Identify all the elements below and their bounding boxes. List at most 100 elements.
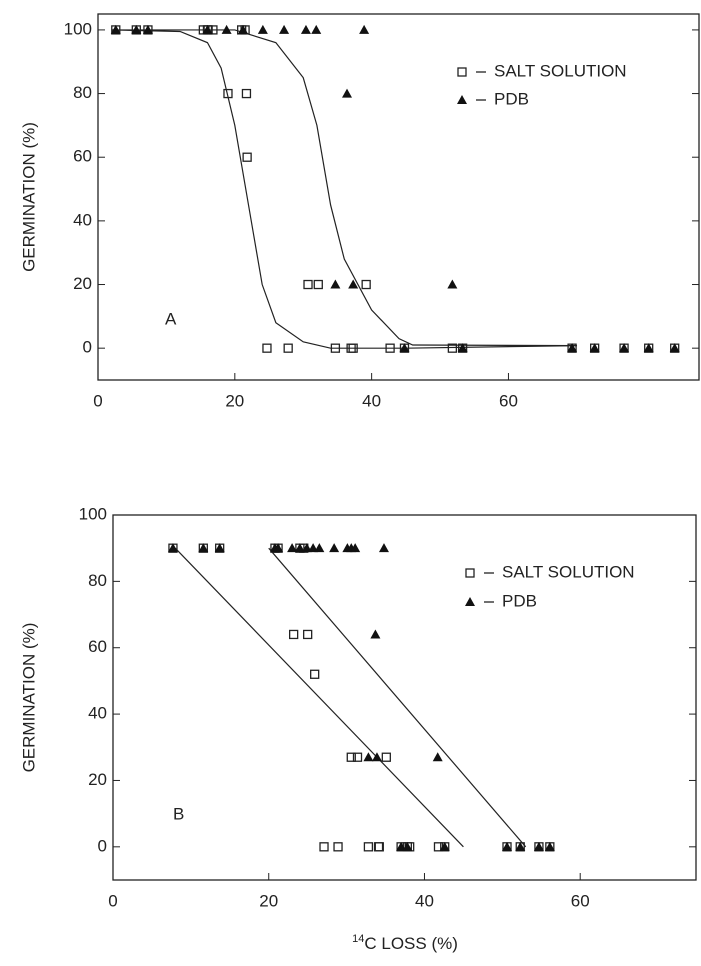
marker-triangle xyxy=(300,24,311,34)
marker-triangle xyxy=(457,95,467,104)
x-tick-label: 20 xyxy=(225,391,244,410)
panel-label: B xyxy=(173,804,184,823)
x-tick-label: 0 xyxy=(93,391,102,410)
y-tick-label: 0 xyxy=(98,836,107,855)
marker-triangle xyxy=(465,597,475,606)
marker-triangle xyxy=(370,629,381,639)
marker-triangle xyxy=(110,24,121,34)
marker-triangle xyxy=(273,543,284,553)
y-axis-title: GERMINATION (%) xyxy=(19,623,38,773)
y-axis-title: GERMINATION (%) xyxy=(19,122,38,272)
marker-square xyxy=(385,343,395,353)
y-tick-label: 20 xyxy=(88,770,107,789)
x-tick-label: 20 xyxy=(259,891,278,910)
y-tick-label: 80 xyxy=(73,83,92,102)
marker-square xyxy=(223,88,233,99)
y-tick-label: 40 xyxy=(73,210,92,229)
marker-square xyxy=(447,343,458,353)
marker-triangle xyxy=(457,343,468,353)
fit-line xyxy=(111,29,577,347)
y-tick-label: 100 xyxy=(64,19,92,38)
marker-triangle xyxy=(314,543,325,553)
marker-triangle xyxy=(402,841,413,851)
marker-triangle xyxy=(515,841,526,851)
y-tick-label: 60 xyxy=(88,637,107,656)
x-tick-label: 60 xyxy=(571,891,590,910)
marker-triangle xyxy=(342,88,353,98)
marker-square xyxy=(313,279,323,290)
marker-square xyxy=(333,842,343,852)
marker-triangle xyxy=(294,543,305,553)
marker-triangle xyxy=(378,543,389,553)
marker-triangle xyxy=(131,24,142,34)
x-tick-label: 40 xyxy=(362,391,381,410)
marker-triangle xyxy=(238,24,249,34)
marker-square xyxy=(374,842,384,852)
x-tick-label: 60 xyxy=(499,391,518,410)
x-tick-label: 0 xyxy=(108,891,117,910)
y-tick-label: 60 xyxy=(73,147,92,166)
marker-square xyxy=(283,343,293,353)
marker-triangle xyxy=(348,279,359,289)
marker-square xyxy=(381,752,391,762)
y-tick-label: 20 xyxy=(73,274,92,293)
marker-square xyxy=(289,629,299,640)
marker-triangle xyxy=(359,24,370,34)
marker-triangle xyxy=(257,24,268,34)
marker-triangle xyxy=(279,24,290,34)
marker-triangle xyxy=(221,24,232,34)
marker-triangle xyxy=(544,841,555,851)
x-axis-title: 14C LOSS (%) xyxy=(352,933,458,954)
legend-label: SALT SOLUTION xyxy=(494,61,627,80)
marker-triangle xyxy=(502,841,513,851)
marker-square xyxy=(465,568,475,578)
y-tick-label: 100 xyxy=(79,504,107,523)
x-tick-label: 40 xyxy=(415,891,434,910)
marker-square xyxy=(348,343,358,353)
marker-triangle xyxy=(363,752,374,762)
marker-triangle xyxy=(589,343,600,353)
marker-triangle xyxy=(202,24,213,34)
marker-square xyxy=(363,842,374,852)
marker-triangle xyxy=(432,752,443,762)
marker-triangle xyxy=(533,841,544,851)
marker-triangle xyxy=(643,343,654,353)
marker-triangle xyxy=(439,841,450,851)
x-axis-title-main: C LOSS (%) xyxy=(364,934,458,953)
fit-line xyxy=(111,29,577,349)
marker-triangle xyxy=(669,343,680,353)
legend-label: PDB xyxy=(502,591,537,610)
marker-triangle xyxy=(198,543,209,553)
fit-line xyxy=(174,547,464,848)
marker-triangle xyxy=(330,279,341,289)
fit-line xyxy=(268,547,527,848)
marker-triangle xyxy=(371,752,382,762)
marker-square xyxy=(303,279,313,290)
legend-label: SALT SOLUTION xyxy=(502,562,635,581)
marker-triangle xyxy=(167,543,178,553)
plot-frame xyxy=(97,13,700,381)
marker-square xyxy=(361,279,371,290)
y-tick-label: 40 xyxy=(88,704,107,723)
y-tick-label: 0 xyxy=(83,338,92,357)
legend-label: PDB xyxy=(494,89,529,108)
marker-triangle xyxy=(311,24,322,34)
marker-square xyxy=(242,152,252,162)
marker-square xyxy=(457,67,467,77)
marker-triangle xyxy=(214,543,225,553)
marker-square xyxy=(241,88,252,99)
marker-triangle xyxy=(329,543,340,553)
marker-square xyxy=(352,752,363,762)
marker-triangle xyxy=(287,543,298,553)
marker-triangle xyxy=(142,24,153,34)
marker-square xyxy=(310,669,320,679)
marker-square xyxy=(262,343,272,353)
marker-square xyxy=(346,752,356,762)
marker-triangle xyxy=(619,343,630,353)
marker-triangle xyxy=(399,343,410,353)
y-tick-label: 80 xyxy=(88,571,107,590)
marker-square xyxy=(330,343,341,353)
marker-square xyxy=(303,629,313,640)
